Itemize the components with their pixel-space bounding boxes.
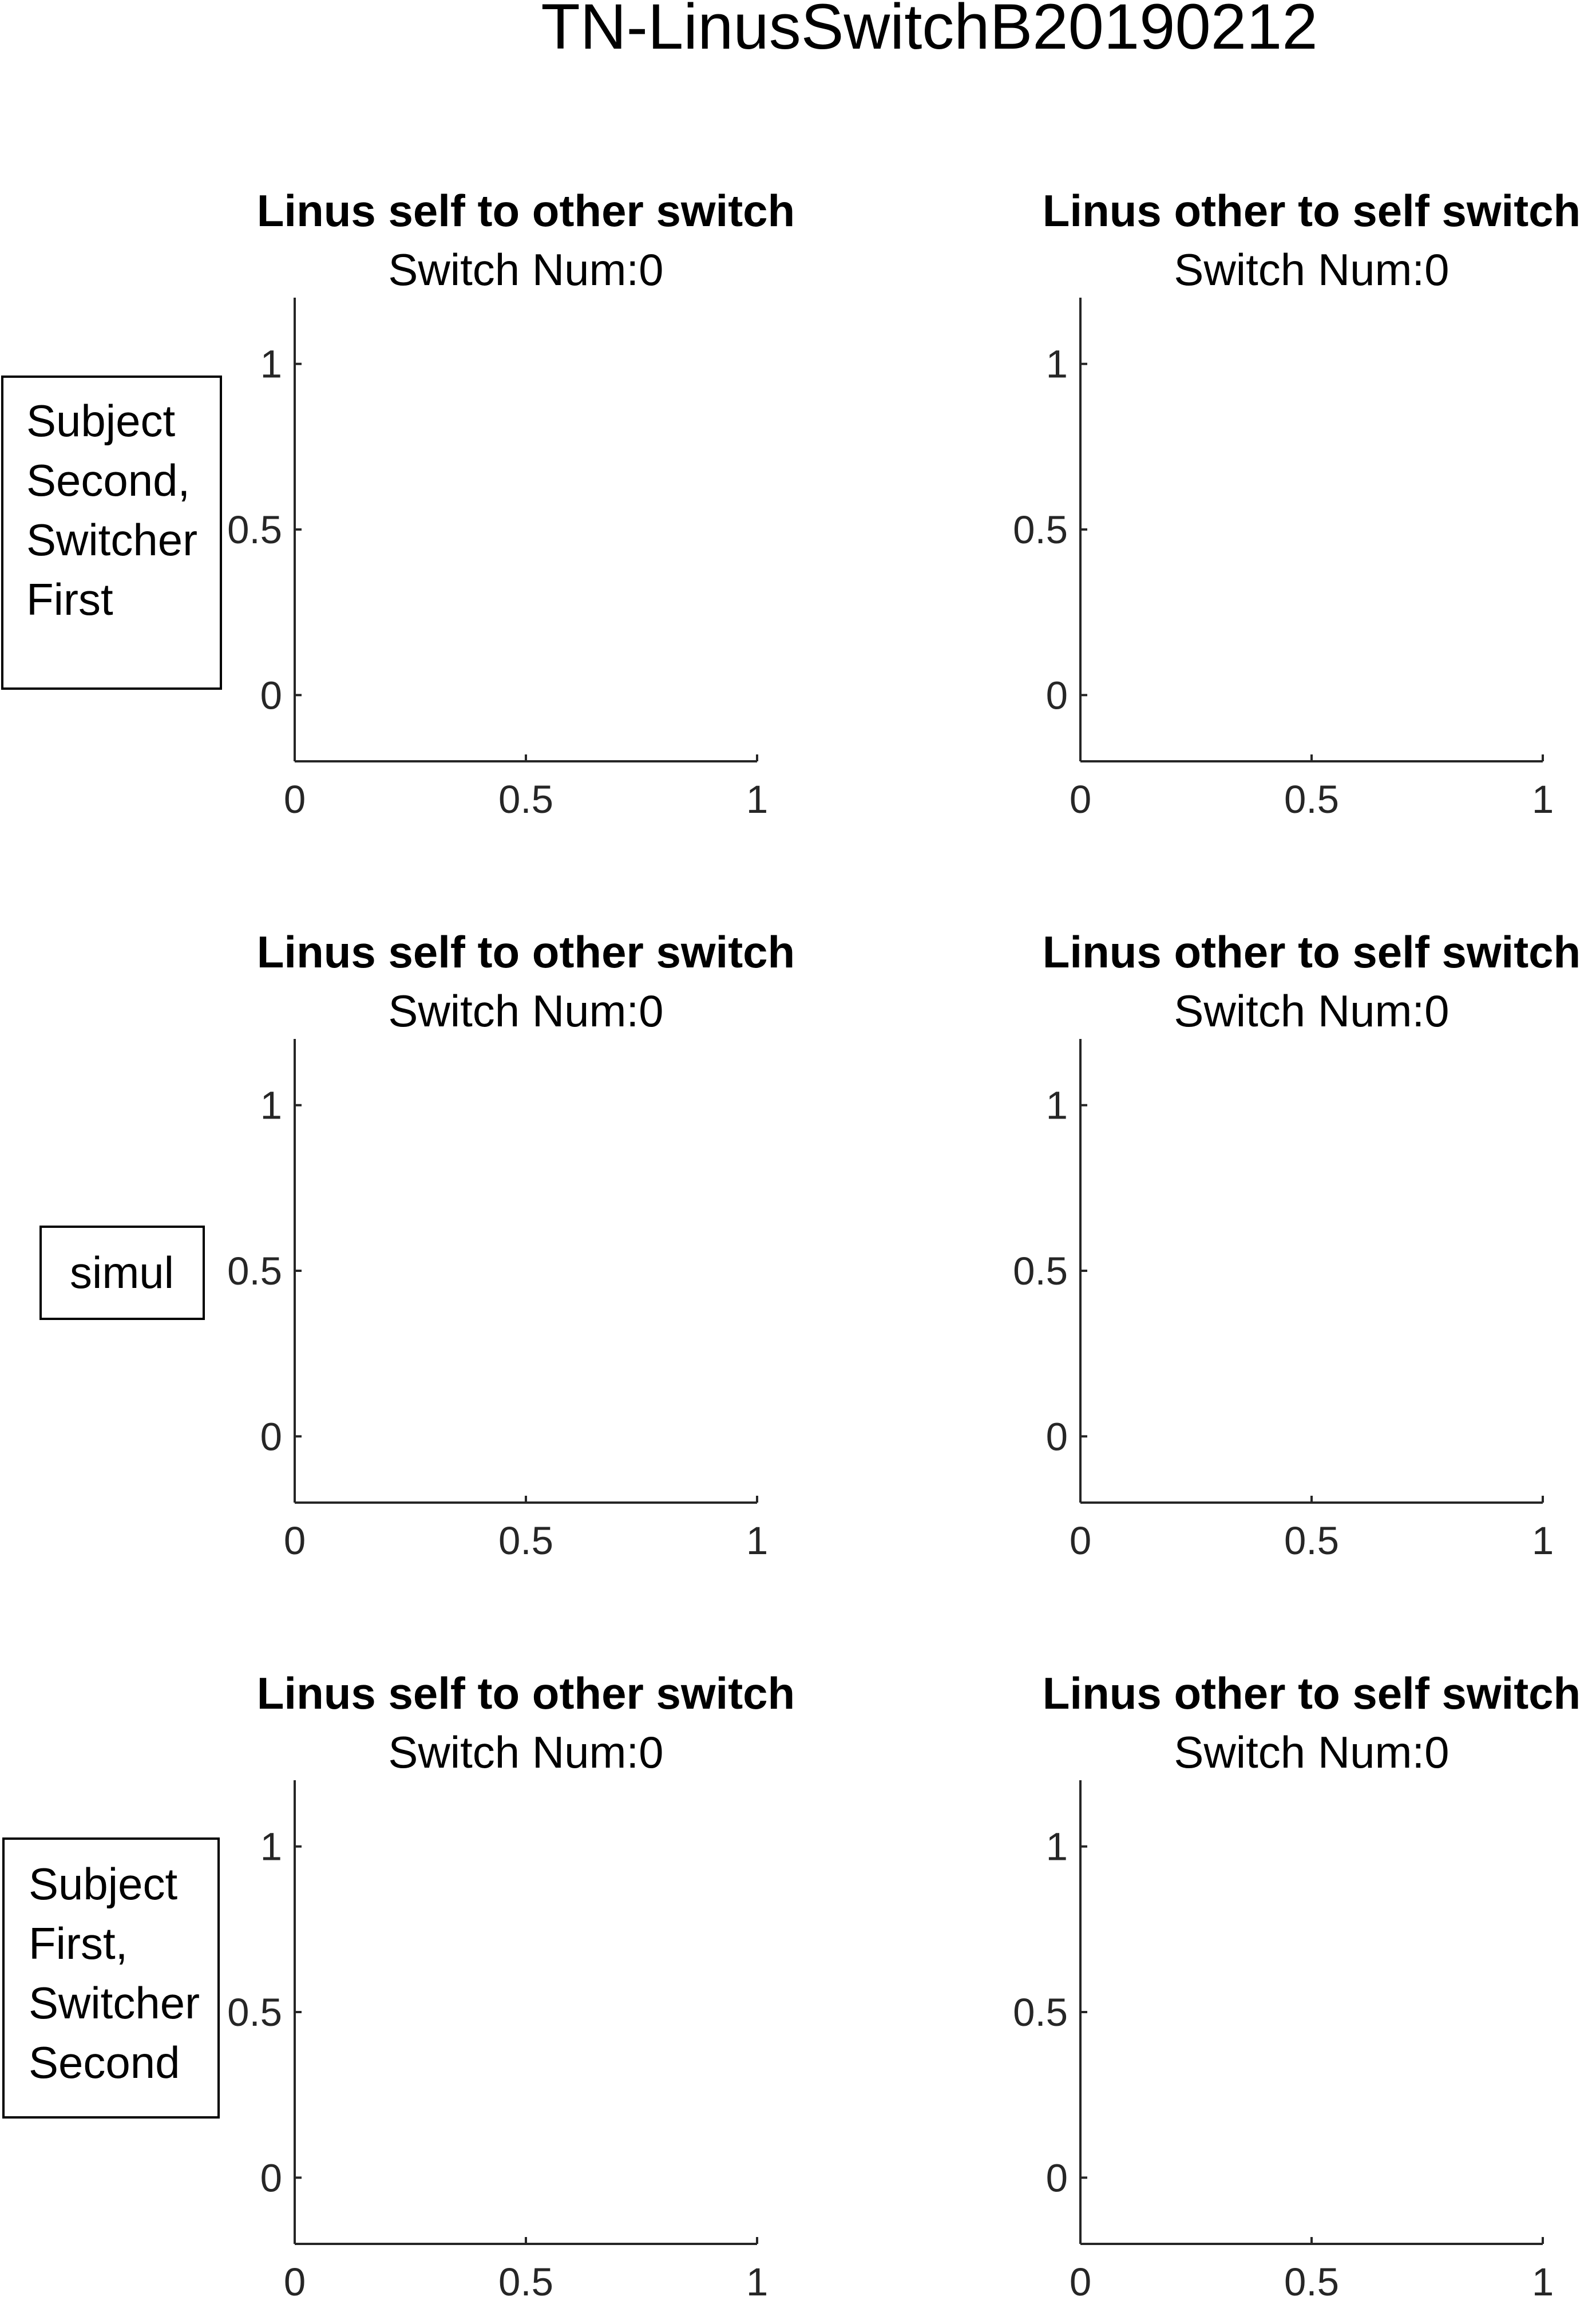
y-tick-label: 0 <box>260 673 282 717</box>
y-tick-label: 0 <box>1046 673 1068 717</box>
subplot-4: Linus other to self switch Switch Num:0 0 0… <box>1013 927 1581 1563</box>
x-tick-label: 0.5 <box>498 777 553 821</box>
row-labels: Subject Second, Switcher First simul Subject F… <box>1 376 222 2119</box>
subplot-subtitle: Switch Num:0 <box>388 244 663 295</box>
y-tick-label: 1 <box>1046 1084 1068 1128</box>
subplot-title: Linus other to self switch <box>1043 1668 1581 1718</box>
y-tick-label: 1 <box>1046 342 1068 386</box>
row-label-2: simul <box>39 1226 205 1320</box>
x-tick-label: 0.5 <box>1284 777 1339 821</box>
subplot-subtitle: Switch Num:0 <box>1174 1727 1449 1777</box>
row-label-box <box>39 1226 205 1320</box>
x-tick-label: 1 <box>1532 777 1554 821</box>
row-label-box <box>1 376 222 690</box>
subplot-2: Linus other to self switch Switch Num:0 0 0… <box>1013 185 1581 821</box>
subplot-subtitle: Switch Num:0 <box>388 986 663 1036</box>
x-tick-label: 0 <box>284 1519 306 1563</box>
x-tick-label: 0 <box>1070 777 1091 821</box>
subplot-subtitle: Switch Num:0 <box>1174 986 1449 1036</box>
row-label-line: Second, <box>26 455 190 505</box>
row-label-box <box>2 1837 220 2119</box>
x-tick-label: 1 <box>746 777 768 821</box>
x-tick-label: 1 <box>1532 1519 1554 1563</box>
subplot-1: Linus self to other switch Switch Num:0 0 0… <box>227 185 795 821</box>
subplot-title: Linus other to self switch <box>1043 185 1581 236</box>
x-tick-label: 1 <box>1532 2260 1554 2304</box>
y-tick-label: 0 <box>1046 2156 1068 2200</box>
figure-title: TN-LinusSwitchB20190212 <box>541 0 1317 62</box>
y-tick-label: 0.5 <box>1013 1249 1068 1293</box>
subplot-title: Linus other to self switch <box>1043 927 1581 977</box>
x-tick-label: 1 <box>746 2260 768 2304</box>
row-label-line: Second <box>29 2037 180 2088</box>
row-label-line: First, <box>29 1918 128 1969</box>
y-tick-label: 1 <box>260 342 282 386</box>
row-label-3: Subject First, Switcher Second <box>2 1837 220 2119</box>
subplot-5: Linus self to other switch Switch Num:0 0 0… <box>227 1668 795 2304</box>
row-label-line: Subject <box>29 1859 177 1909</box>
x-tick-label: 0 <box>1070 1519 1091 1563</box>
row-label-line: simul <box>70 1247 174 1298</box>
subplot-title: Linus self to other switch <box>257 927 795 977</box>
y-tick-label: 1 <box>260 1084 282 1128</box>
y-tick-label: 1 <box>1046 1825 1068 1869</box>
row-label-line: Subject <box>26 396 175 446</box>
row-label-1: Subject Second, Switcher First <box>1 376 222 690</box>
row-label-line: Switcher <box>29 1978 200 2028</box>
x-tick-label: 0.5 <box>498 1519 553 1563</box>
y-tick-label: 0 <box>260 1414 282 1459</box>
x-tick-label: 0 <box>284 2260 306 2304</box>
subplot-6: Linus other to self switch Switch Num:0 0 0… <box>1013 1668 1581 2304</box>
y-tick-label: 0.5 <box>227 508 282 552</box>
x-tick-label: 1 <box>746 1519 768 1563</box>
y-tick-label: 0.5 <box>227 1249 282 1293</box>
x-tick-label: 0.5 <box>1284 2260 1339 2304</box>
subplot-subtitle: Switch Num:0 <box>1174 244 1449 295</box>
row-label-line: Switcher <box>26 515 197 565</box>
y-tick-label: 0.5 <box>1013 508 1068 552</box>
y-tick-label: 0 <box>260 2156 282 2200</box>
subplot-title: Linus self to other switch <box>257 185 795 236</box>
x-tick-label: 0 <box>1070 2260 1091 2304</box>
x-tick-label: 0.5 <box>498 2260 553 2304</box>
x-tick-label: 0 <box>284 777 306 821</box>
subplot-grid: Linus self to other switch Switch Num:0 0 0… <box>227 185 1581 2304</box>
subplot-3: Linus self to other switch Switch Num:0 0 0… <box>227 927 795 1563</box>
y-tick-label: 0.5 <box>227 1990 282 2034</box>
subplot-subtitle: Switch Num:0 <box>388 1727 663 1777</box>
y-tick-label: 1 <box>260 1825 282 1869</box>
y-tick-label: 0.5 <box>1013 1990 1068 2034</box>
subplot-title: Linus self to other switch <box>257 1668 795 1718</box>
y-tick-label: 0 <box>1046 1414 1068 1459</box>
x-tick-label: 0.5 <box>1284 1519 1339 1563</box>
row-label-line: First <box>26 574 113 625</box>
